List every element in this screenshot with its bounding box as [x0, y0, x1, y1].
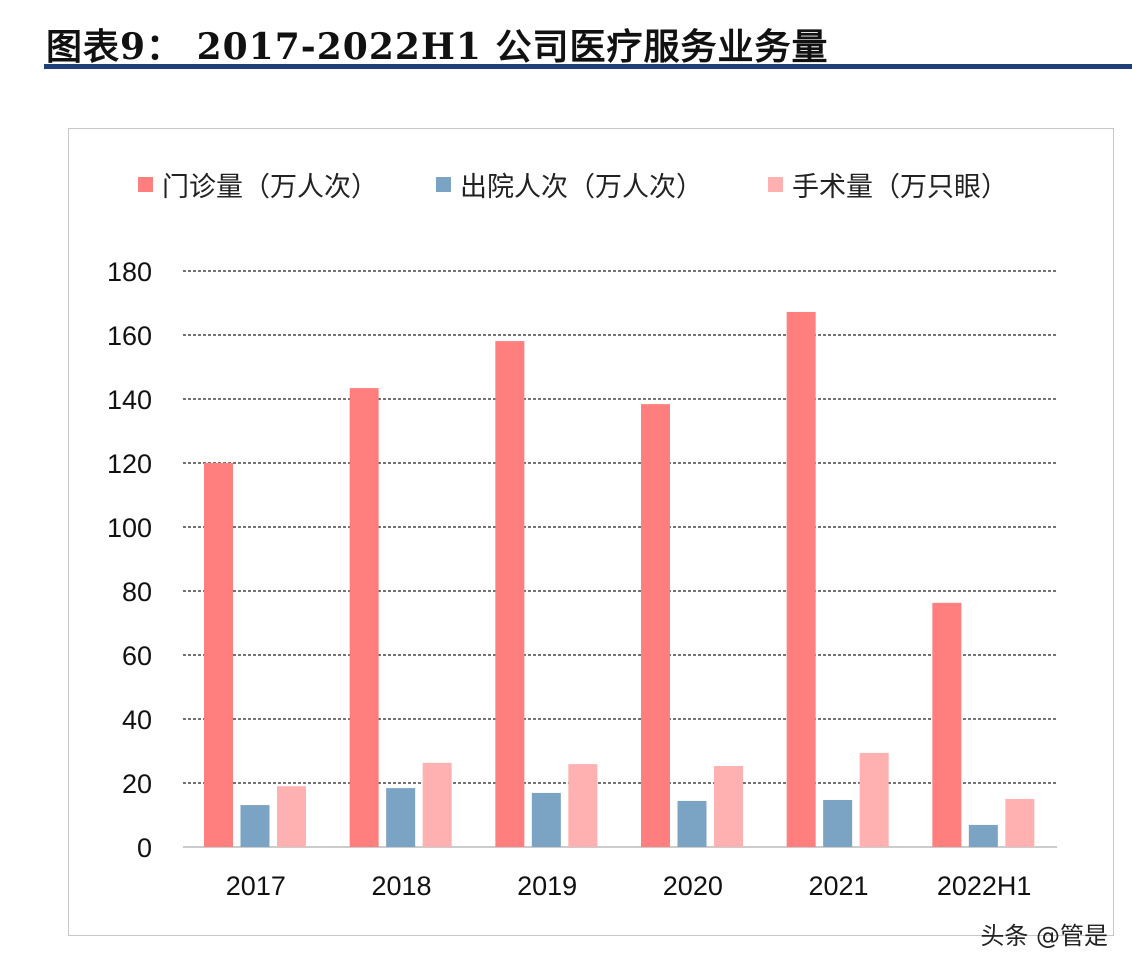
y-tick-label: 0 [137, 833, 152, 863]
figure-title: 图表9： 2017-2022H1 公司医疗服务业务量 [46, 26, 829, 68]
bar-2018-2 [422, 762, 452, 847]
bar-2021-1 [823, 799, 853, 847]
bar-2017-2 [277, 786, 306, 847]
legend-label: 出院人次（万人次） [460, 172, 703, 203]
y-tick-label: 40 [122, 705, 152, 735]
y-tick-label: 180 [107, 257, 152, 287]
x-tick-label: 2019 [517, 871, 577, 901]
bar-2022H1-1 [968, 824, 998, 847]
legend-swatch [138, 177, 153, 192]
bar-2018-1 [386, 788, 416, 847]
bar-2019-2 [568, 764, 598, 847]
y-tick-label: 140 [107, 385, 152, 415]
bar-2020-0 [641, 404, 670, 847]
bar-2021-2 [859, 752, 889, 847]
x-tick-label: 2020 [663, 871, 723, 901]
bar-2020-2 [714, 766, 743, 847]
x-tick-label: 2022H1 [937, 871, 1032, 901]
bar-2022H1-0 [932, 602, 962, 847]
x-tick-label: 2018 [371, 871, 431, 901]
bar-2021-0 [786, 311, 816, 848]
x-tick-label: 2021 [808, 871, 868, 901]
chart-frame [68, 128, 1114, 936]
bar-2018-0 [349, 388, 379, 847]
legend-swatch [768, 177, 783, 192]
y-tick-label: 100 [107, 513, 152, 543]
legend-label: 手术量（万只眼） [792, 172, 1008, 203]
bar-2019-1 [531, 792, 561, 847]
y-tick-label: 80 [122, 577, 152, 607]
y-tick-label: 120 [107, 449, 152, 479]
bar-2019-0 [495, 341, 525, 847]
bar-2020-1 [677, 800, 707, 847]
legend-label: 门诊量（万人次） [162, 172, 378, 203]
legend-swatch [436, 177, 451, 192]
title-rule [44, 64, 1132, 69]
x-tick-label: 2017 [226, 871, 286, 901]
bar-2022H1-2 [1005, 799, 1035, 847]
y-tick-label: 160 [107, 321, 152, 351]
bar-2017-0 [204, 463, 233, 847]
y-tick-label: 60 [122, 641, 152, 671]
y-tick-label: 20 [122, 769, 152, 799]
watermark: 头条 @管是 [980, 922, 1108, 950]
bar-2017-1 [240, 805, 270, 847]
